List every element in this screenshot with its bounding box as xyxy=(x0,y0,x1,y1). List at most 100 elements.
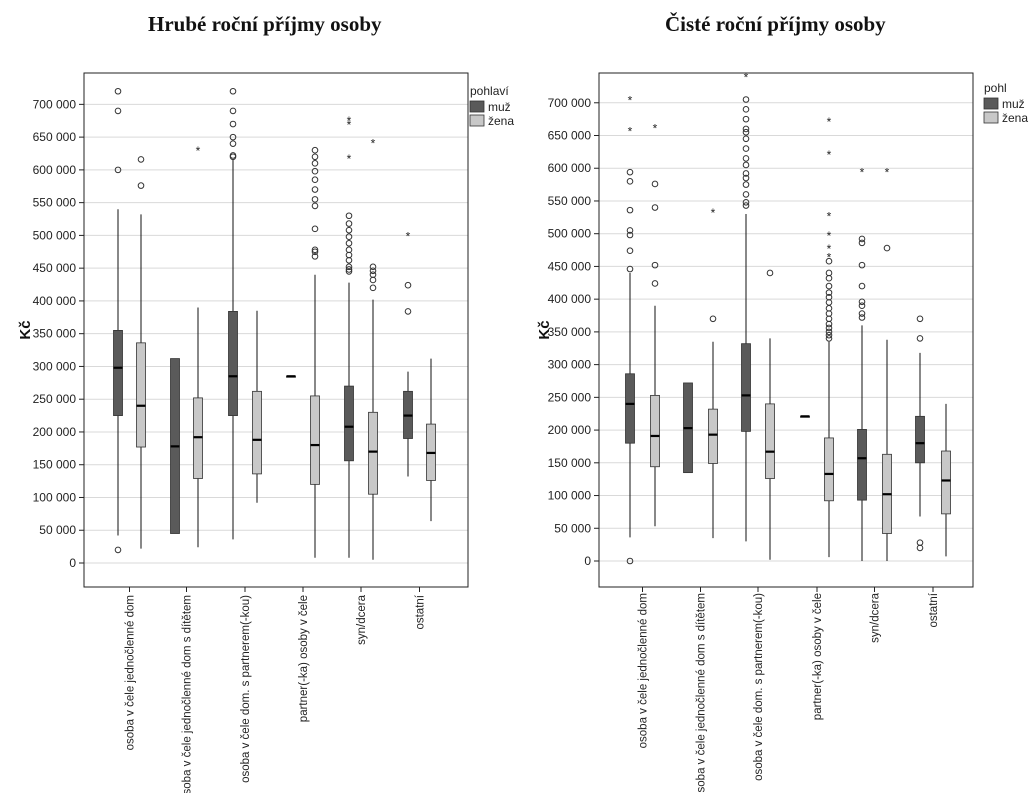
y-tick-label: 300 000 xyxy=(548,358,592,372)
box-žena-1: * xyxy=(708,206,718,539)
plot-frame xyxy=(83,72,469,588)
box-iqr xyxy=(765,403,775,479)
box-iqr xyxy=(113,330,123,416)
box-muž-0 xyxy=(113,87,123,554)
extreme-point: * xyxy=(827,115,832,129)
extreme-point: * xyxy=(196,144,201,158)
box-muž-5: * xyxy=(403,229,413,477)
y-tick-label: 400 000 xyxy=(33,294,77,308)
y-tick-label: 400 000 xyxy=(548,292,592,306)
outlier-point xyxy=(311,246,319,254)
extreme-point: * xyxy=(653,122,658,136)
box-žena-2 xyxy=(252,310,262,503)
category-label: osoba v čele jednočlenné dom s dítětem xyxy=(182,595,194,793)
legend-swatch xyxy=(983,111,999,124)
legend-swatch xyxy=(469,100,485,113)
extreme-point: * xyxy=(860,166,865,180)
extreme-point: * xyxy=(628,94,633,108)
extreme-point: * xyxy=(347,152,352,166)
legend-label: muž xyxy=(1002,97,1025,111)
y-tick-label: 50 000 xyxy=(554,521,591,535)
outlier-point xyxy=(651,280,659,287)
outlier-point xyxy=(345,263,353,271)
outlier-point xyxy=(229,140,237,147)
category-label: osoba v čele dom. s partnerem(-kou) xyxy=(240,595,252,783)
outlier-point xyxy=(345,268,353,275)
outlier-point xyxy=(311,176,319,184)
outlier-point xyxy=(651,261,659,269)
y-tick-label: 500 000 xyxy=(548,227,592,241)
outlier-point xyxy=(626,206,634,214)
y-tick-label: 100 000 xyxy=(548,489,592,503)
category-label: partner(-ka) osoby v čele xyxy=(298,595,310,722)
y-tick-label: 450 000 xyxy=(548,259,592,273)
extreme-point: * xyxy=(827,209,832,223)
outlier-point xyxy=(742,155,750,162)
legend-swatch xyxy=(469,114,485,127)
y-tick-label: 300 000 xyxy=(33,359,77,373)
outlier-point xyxy=(311,153,319,161)
outlier-point xyxy=(311,202,319,210)
y-tick-label: 500 000 xyxy=(33,228,77,242)
outlier-point xyxy=(825,324,833,332)
box-iqr xyxy=(741,343,751,432)
outlier-point xyxy=(916,539,924,546)
outlier-point xyxy=(825,335,833,342)
y-tick-label: 600 000 xyxy=(548,161,592,175)
outlier-point xyxy=(114,87,122,95)
box-žena-5 xyxy=(941,403,951,557)
y-tick-label: 200 000 xyxy=(548,423,592,437)
category-label: osoba v čele dom. s partnerem(-kou) xyxy=(753,593,765,781)
extreme-point: * xyxy=(371,136,376,150)
y-tick-label: 150 000 xyxy=(33,458,77,472)
outlier-point xyxy=(404,308,412,315)
outlier-point xyxy=(742,135,750,143)
extreme-point: * xyxy=(827,229,832,243)
extreme-point: * xyxy=(347,114,352,128)
legend-label: žena xyxy=(488,114,514,128)
y-tick-label: 150 000 xyxy=(548,456,592,470)
outlier-point xyxy=(229,87,237,95)
chart-title-gross: Hrubé roční příjmy osoby xyxy=(148,12,382,36)
y-tick-label: 200 000 xyxy=(33,425,77,439)
box-muž-1 xyxy=(170,358,180,534)
outlier-point xyxy=(229,133,237,141)
box-žena-0 xyxy=(136,156,146,549)
outlier-point xyxy=(742,106,750,113)
outlier-point xyxy=(311,248,319,256)
category-label: osoba v čele jednočlenné dom s dítětem xyxy=(696,593,708,793)
outlier-point xyxy=(626,231,634,239)
y-tick-label: 650 000 xyxy=(548,129,592,143)
outlier-point xyxy=(345,212,353,220)
y-axis-title: Kč xyxy=(536,320,553,339)
box-žena-4: * xyxy=(368,136,378,560)
box-iqr xyxy=(310,395,320,485)
outlier-point xyxy=(114,166,122,174)
chart-panel-1: 0 50 000 100 000 150 000 200 000 250 000 300 0… xyxy=(536,71,1028,793)
box-žena-3: ****** xyxy=(824,115,834,558)
box-žena-5 xyxy=(426,358,436,522)
outlier-point xyxy=(626,265,634,273)
legend-title: pohl xyxy=(984,81,1007,95)
extreme-point: * xyxy=(827,148,832,162)
category-label: ostatní xyxy=(928,592,940,627)
outlier-point xyxy=(742,174,750,182)
category-label: ostatní xyxy=(415,594,427,629)
box-muž-4: *** xyxy=(344,114,354,558)
outlier-point xyxy=(858,298,866,306)
outlier-point xyxy=(825,257,833,265)
outlier-point xyxy=(825,289,833,296)
box-iqr xyxy=(915,415,925,464)
y-tick-label: 600 000 xyxy=(33,163,77,177)
box-žena-4: * xyxy=(882,166,892,561)
outlier-point xyxy=(345,246,353,254)
outlier-point xyxy=(858,314,866,321)
outlier-point xyxy=(825,328,833,336)
box-iqr xyxy=(824,437,834,502)
outlier-point xyxy=(137,156,145,163)
outlier-point xyxy=(229,152,237,159)
box-muž-2: * xyxy=(741,71,751,542)
extreme-point: * xyxy=(628,124,633,138)
